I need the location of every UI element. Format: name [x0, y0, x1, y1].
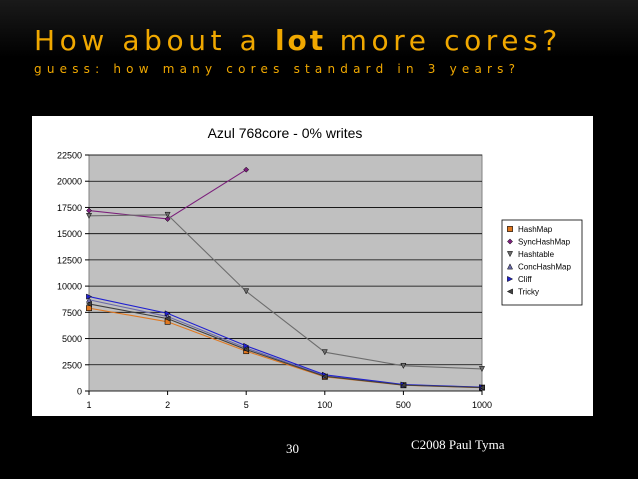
title-part-1: How about a — [34, 24, 275, 57]
title-emphasis: lot — [274, 24, 327, 57]
legend-marker-hashmap — [507, 226, 513, 232]
series-line-hashtable — [88, 214, 483, 370]
y-tick-label: 10000 — [57, 282, 82, 292]
legend-label-hashtable: Hashtable — [518, 250, 555, 259]
y-tick-label: 12500 — [57, 255, 82, 265]
x-tick-label: 2 — [165, 400, 170, 410]
data-point-tricky — [321, 373, 328, 380]
data-point-cliff — [164, 310, 171, 317]
data-point-tricky — [243, 346, 250, 353]
y-tick-label: 7500 — [62, 308, 82, 318]
slide-subtitle: guess: how many cores standard in 3 year… — [34, 62, 521, 76]
x-tick-label: 1000 — [472, 400, 492, 410]
legend-label-hashmap: HashMap — [518, 225, 553, 234]
series-line-cliff — [88, 296, 483, 388]
y-tick-label: 5000 — [62, 334, 82, 344]
legend-box — [501, 219, 583, 306]
data-point-hashtable — [243, 288, 250, 295]
y-tick-label: 17500 — [57, 203, 82, 213]
data-point-tricky — [478, 384, 485, 391]
y-tick-label: 0 — [77, 387, 82, 397]
x-tick-label: 5 — [244, 400, 249, 410]
x-tick-label: 1 — [86, 400, 91, 410]
x-tick-label: 100 — [317, 400, 332, 410]
legend-marker-synchashmap — [507, 238, 513, 245]
legend-marker-tricky — [506, 288, 513, 295]
data-point-hashtable — [400, 362, 407, 369]
legend-label-tricky: Tricky — [518, 288, 539, 297]
data-point-cliff — [86, 293, 93, 300]
series-line-tricky — [88, 303, 483, 389]
legend-marker-cliff — [507, 275, 514, 283]
chart-area: 0 2500 5000 7500 10000 12500 15000 17500 20000 22… — [32, 116, 593, 416]
data-point-tricky — [164, 315, 171, 322]
data-point-hashtable — [164, 211, 171, 218]
copyright-credit: C2008 Paul Tyma — [411, 437, 505, 452]
data-point-tricky — [85, 300, 92, 307]
legend-marker-hashtable — [506, 251, 514, 258]
y-tick-label: 2500 — [62, 360, 82, 370]
legend-label-synchashmap: SyncHashMap — [518, 238, 571, 247]
legend-marker-conchashmap — [506, 263, 514, 270]
chart-title: Azul 768core - 0% writes — [208, 125, 363, 141]
data-point-cliff — [243, 342, 250, 349]
data-point-hashtable — [478, 366, 486, 373]
plot-background — [88, 154, 483, 392]
data-point-hashmap — [86, 305, 92, 312]
data-point-tricky — [400, 382, 407, 389]
y-tick-label: 22500 — [57, 151, 82, 161]
y-tick-label: 20000 — [57, 177, 82, 187]
slide-title: How about a lot more cores? — [34, 24, 562, 57]
page-number: 30 — [286, 441, 299, 456]
data-point-hashtable — [321, 349, 328, 356]
data-point-synchashmap — [164, 216, 171, 222]
x-tick-label: 500 — [396, 400, 411, 410]
data-point-synchashmap — [243, 166, 250, 173]
y-tick-label: 15000 — [57, 229, 82, 239]
legend-label-cliff: Cliff — [518, 275, 532, 284]
line-chart: 0250050007500100001250015000175002000022… — [57, 125, 583, 410]
slide-header — [0, 0, 638, 96]
data-point-conchashmap — [85, 296, 93, 303]
title-part-2: more cores? — [326, 24, 562, 57]
legend-label-conchashmap: ConcHashMap — [518, 263, 571, 272]
data-point-hashtable — [85, 212, 93, 219]
